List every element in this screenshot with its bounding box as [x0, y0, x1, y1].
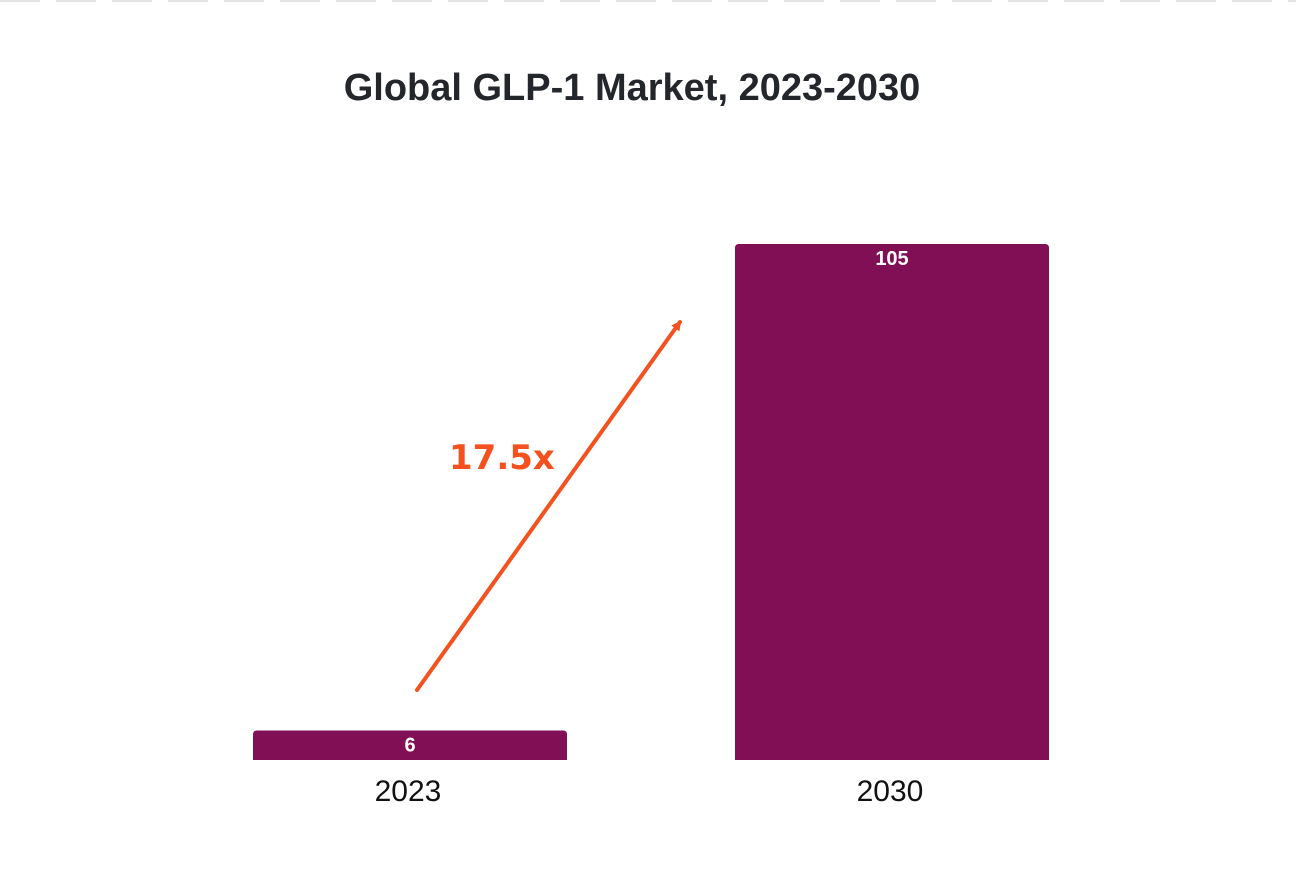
x-tick-label-2023: 2023 [375, 775, 442, 808]
growth-annotation: 17.5x [415, 320, 682, 692]
bars-layer [253, 244, 1049, 760]
data-label-2023: 6 [404, 735, 415, 757]
bar-2023 [253, 730, 567, 760]
growth-arrow [415, 320, 682, 692]
x-axis-ticks: 2023 2030 [375, 775, 924, 808]
x-tick-label-2030: 2030 [857, 775, 924, 808]
data-label-2030: 105 [875, 248, 908, 270]
chart-title: Global GLP-1 Market, 2023-2030 [344, 67, 921, 109]
labels-layer: 6 105 [404, 248, 908, 757]
growth-multiplier-label: 17.5x [449, 438, 555, 478]
bar-2030 [735, 244, 1049, 760]
top-border [0, 0, 1296, 2]
